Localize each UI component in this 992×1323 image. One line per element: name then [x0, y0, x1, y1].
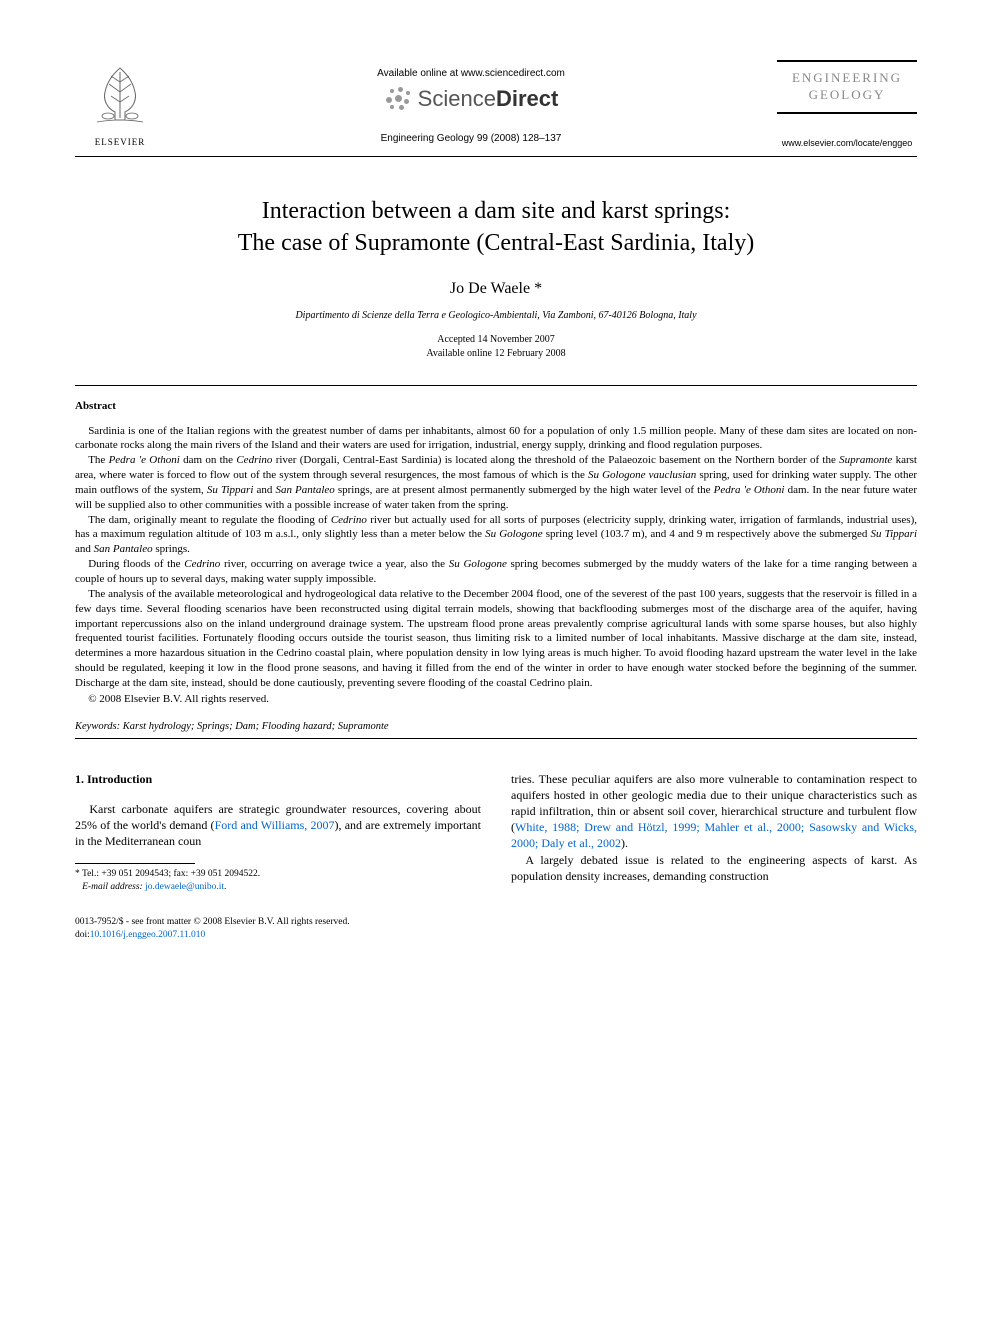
author-marker: * — [534, 280, 542, 297]
title-line1: Interaction between a dam site and karst… — [262, 198, 731, 224]
sd-bold: Direct — [496, 86, 558, 111]
header-rule — [75, 156, 917, 157]
journal-block: ENGINEERING GEOLOGY www.elsevier.com/loc… — [777, 60, 917, 148]
abstract-p2: The Pedra 'e Othoni dam on the Cedrino r… — [75, 453, 917, 512]
title-line2: The case of Supramonte (Central-East Sar… — [238, 230, 754, 256]
footer: 0013-7952/$ - see front matter © 2008 El… — [75, 916, 917, 942]
doi-link[interactable]: 10.1016/j.enggeo.2007.11.010 — [90, 930, 205, 940]
copyright: © 2008 Elsevier B.V. All rights reserved… — [75, 692, 917, 707]
abstract-p5: The analysis of the available meteorolog… — [75, 587, 917, 691]
available-online-text: Available online at www.sciencedirect.co… — [165, 68, 777, 79]
date-online: Available online 12 February 2008 — [75, 347, 917, 361]
author-name: Jo De Waele — [450, 280, 530, 297]
footnote-tel: * Tel.: +39 051 2094543; fax: +39 051 20… — [75, 868, 481, 881]
email-label: E-mail address: — [82, 882, 143, 892]
author-line: Jo De Waele * — [75, 280, 917, 298]
journal-url: www.elsevier.com/locate/enggeo — [777, 138, 917, 148]
elsevier-label: ELSEVIER — [75, 137, 165, 147]
abstract-p4: During floods of the Cedrino river, occu… — [75, 557, 917, 587]
footnote-block: * Tel.: +39 051 2094543; fax: +39 051 20… — [75, 868, 481, 894]
date-accepted: Accepted 14 November 2007 — [75, 333, 917, 347]
abstract-p1: Sardinia is one of the Italian regions w… — [75, 424, 917, 454]
sd-light: Science — [418, 86, 496, 111]
footer-doi: doi:10.1016/j.enggeo.2007.11.010 — [75, 929, 917, 942]
keywords-label: Keywords: — [75, 721, 120, 732]
footnote-rule — [75, 863, 195, 864]
journal-logo: ENGINEERING GEOLOGY — [777, 60, 917, 114]
center-header: Available online at www.sciencedirect.co… — [165, 60, 777, 144]
abstract-heading: Abstract — [75, 400, 917, 412]
intro-p1: Karst carbonate aquifers are strategic g… — [75, 801, 481, 850]
elsevier-logo-block: ELSEVIER — [75, 60, 165, 147]
footer-line1: 0013-7952/$ - see front matter © 2008 El… — [75, 916, 917, 929]
header: ELSEVIER Available online at www.science… — [75, 60, 917, 148]
journal-reference: Engineering Geology 99 (2008) 128–137 — [165, 133, 777, 144]
sciencedirect-logo: ScienceDirect — [165, 85, 777, 113]
introduction-section: 1. Introduction Karst carbonate aquifers… — [75, 771, 917, 894]
journal-name-line1: ENGINEERING — [777, 70, 917, 87]
intro-col2-p2: A largely debated issue is related to th… — [511, 852, 917, 884]
abstract-top-rule — [75, 385, 917, 386]
footnote-email-line: E-mail address: jo.dewaele@unibo.it. — [75, 881, 481, 894]
abstract-body: Sardinia is one of the Italian regions w… — [75, 424, 917, 707]
keywords-line: Keywords: Karst hydrology; Springs; Dam;… — [75, 721, 917, 732]
email-link[interactable]: jo.dewaele@unibo.it — [145, 882, 224, 892]
intro-heading: 1. Introduction — [75, 771, 481, 787]
intro-col2-p1: tries. These peculiar aquifers are also … — [511, 771, 917, 852]
citation-link[interactable]: Ford and Williams, 2007 — [215, 818, 335, 832]
citation-link[interactable]: White, 1988; Drew and Hötzl, 1999; Mahle… — [511, 820, 917, 850]
elsevier-tree-icon — [85, 60, 155, 130]
abstract-p3: The dam, originally meant to regulate th… — [75, 513, 917, 558]
sciencedirect-text: ScienceDirect — [418, 86, 559, 112]
journal-name-line2: GEOLOGY — [777, 87, 917, 104]
keywords-text: Karst hydrology; Springs; Dam; Flooding … — [120, 721, 388, 732]
affiliation: Dipartimento di Scienze della Terra e Ge… — [75, 310, 917, 321]
abstract-bottom-rule — [75, 738, 917, 739]
article-dates: Accepted 14 November 2007 Available onli… — [75, 333, 917, 361]
article-title: Interaction between a dam site and karst… — [75, 195, 917, 260]
sciencedirect-dots-icon — [384, 85, 412, 113]
